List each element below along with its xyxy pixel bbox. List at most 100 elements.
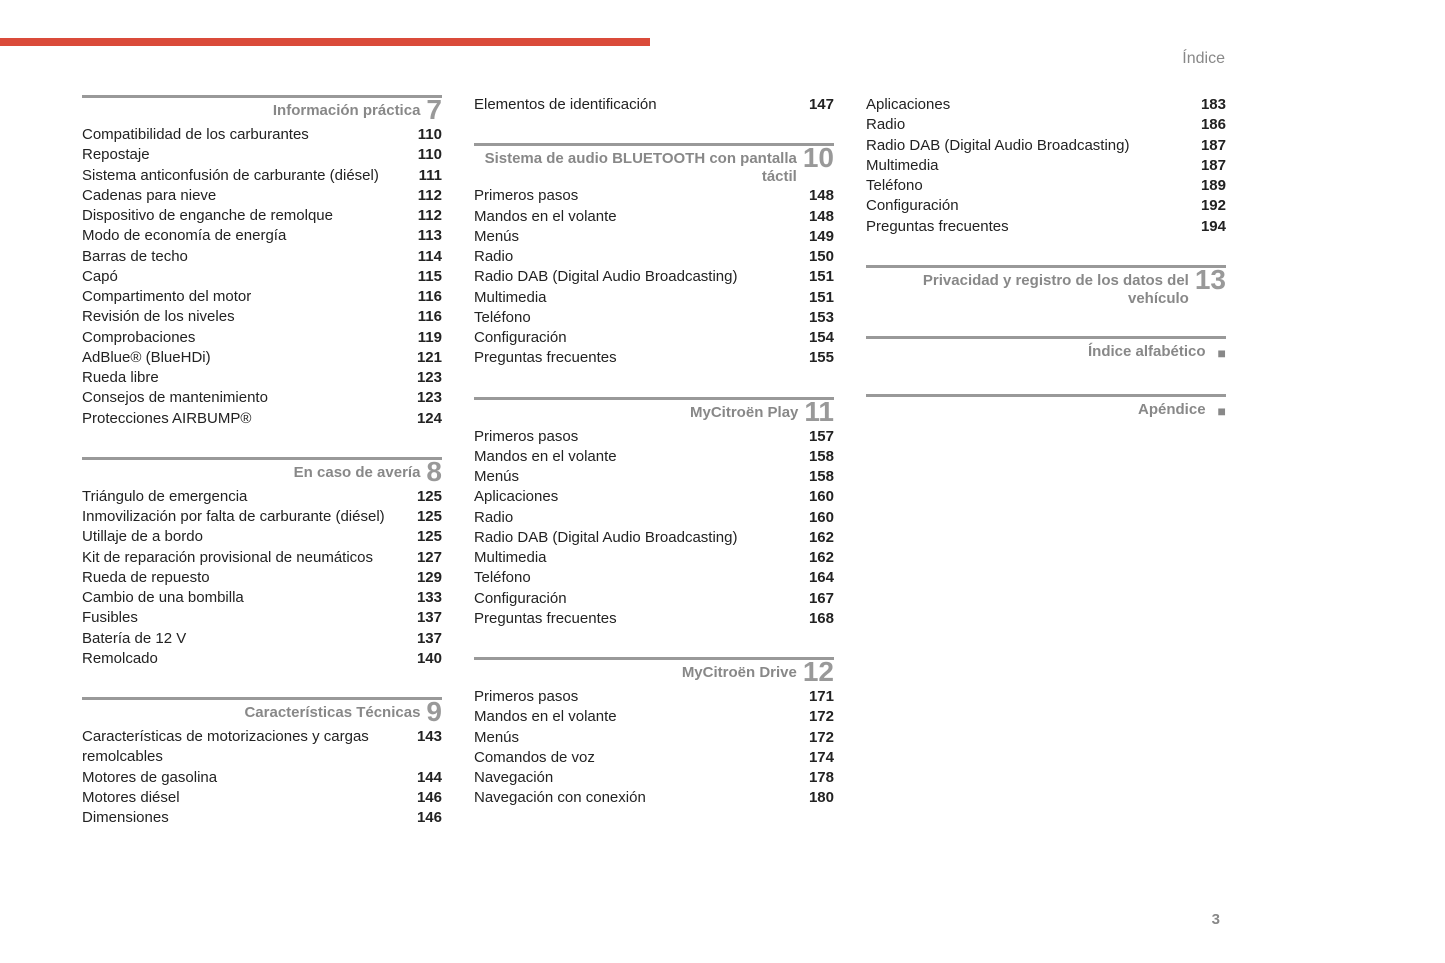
toc-entry[interactable]: Motores de gasolina144	[82, 768, 442, 788]
entry-label: Preguntas frecuentes	[474, 609, 799, 629]
toc-entry[interactable]: Configuración154	[474, 328, 834, 348]
entry-page: 127	[407, 548, 442, 568]
toc-entry[interactable]: AdBlue® (BlueHDi)121	[82, 348, 442, 368]
toc-entry[interactable]: Radio DAB (Digital Audio Broadcasting)15…	[474, 267, 834, 287]
toc-entry[interactable]: Dispositivo de enganche de remolque112	[82, 206, 442, 226]
entry-label: Menús	[474, 227, 799, 247]
entry-page: 162	[799, 528, 834, 548]
toc-entry[interactable]: Preguntas frecuentes168	[474, 609, 834, 629]
entry-label: Primeros pasos	[474, 186, 799, 206]
section-title: Apéndice	[1138, 401, 1212, 419]
toc-entry[interactable]: Remolcado140	[82, 649, 442, 669]
entry-label: Multimedia	[866, 156, 1191, 176]
entry-page: 116	[407, 287, 442, 307]
section-title: MyCitroën Play	[690, 404, 804, 422]
toc-entry[interactable]: Comandos de voz174	[474, 748, 834, 768]
toc-entry[interactable]: Menús158	[474, 467, 834, 487]
toc-entry[interactable]: Barras de techo114	[82, 247, 442, 267]
entry-label: Dimensiones	[82, 808, 407, 828]
toc-entry[interactable]: Triángulo de emergencia125	[82, 487, 442, 507]
entry-label: Aplicaciones	[866, 95, 1191, 115]
toc-entry[interactable]: Cadenas para nieve112	[82, 186, 442, 206]
toc-entry[interactable]: Primeros pasos148	[474, 186, 834, 206]
entry-label: Cadenas para nieve	[82, 186, 407, 206]
toc-entry[interactable]: Navegación con conexión180	[474, 788, 834, 808]
toc-entry[interactable]: Capó115	[82, 267, 442, 287]
toc-entry[interactable]: Configuración192	[866, 196, 1226, 216]
toc-entry[interactable]: Preguntas frecuentes155	[474, 348, 834, 368]
entry-page: 183	[1191, 95, 1226, 115]
toc-entry[interactable]: Multimedia151	[474, 288, 834, 308]
entry-label: Radio	[474, 247, 799, 267]
toc-entry[interactable]: Radio160	[474, 508, 834, 528]
entry-label: Configuración	[474, 589, 799, 609]
toc-entry[interactable]: Repostaje110	[82, 145, 442, 165]
entry-label: Revisión de los niveles	[82, 307, 407, 327]
entry-page: 146	[407, 788, 442, 808]
toc-entry[interactable]: Inmovilización por falta de carburante (…	[82, 507, 442, 527]
toc-entry[interactable]: Configuración167	[474, 589, 834, 609]
entry-label: Teléfono	[474, 568, 799, 588]
entry-label: Barras de techo	[82, 247, 407, 267]
entry-label: Utillaje de a bordo	[82, 527, 407, 547]
toc-entry[interactable]: Radio186	[866, 115, 1226, 135]
toc-entry[interactable]: Compatibilidad de los carburantes110	[82, 125, 442, 145]
toc-entry[interactable]: Navegación178	[474, 768, 834, 788]
toc-section: Elementos de identificación147	[474, 95, 834, 115]
toc-section: Apéndice■	[866, 394, 1226, 424]
toc-entry[interactable]: Menús149	[474, 227, 834, 247]
toc-entry[interactable]: Cambio de una bombilla133	[82, 588, 442, 608]
toc-entry[interactable]: Mandos en el volante172	[474, 707, 834, 727]
toc-entry[interactable]: Radio DAB (Digital Audio Broadcasting)16…	[474, 528, 834, 548]
toc-entry[interactable]: Consejos de mantenimiento123	[82, 388, 442, 408]
entry-label: Motores de gasolina	[82, 768, 407, 788]
toc-entry[interactable]: Aplicaciones183	[866, 95, 1226, 115]
toc-entry[interactable]: Motores diésel146	[82, 788, 442, 808]
entry-label: Aplicaciones	[474, 487, 799, 507]
toc-entry[interactable]: Rueda de repuesto129	[82, 568, 442, 588]
entry-page: 115	[407, 267, 442, 287]
toc-entry[interactable]: Fusibles137	[82, 608, 442, 628]
section-number: 12	[803, 660, 834, 684]
toc-entry[interactable]: Mandos en el volante148	[474, 207, 834, 227]
entry-page: 110	[407, 125, 442, 145]
entry-label: Menús	[474, 467, 799, 487]
toc-entry[interactable]: Batería de 12 V137	[82, 629, 442, 649]
toc-entry[interactable]: Sistema anticonfusión de carburante (dié…	[82, 166, 442, 186]
toc-entry[interactable]: Preguntas frecuentes194	[866, 217, 1226, 237]
toc-entry[interactable]: Multimedia187	[866, 156, 1226, 176]
entry-label: Multimedia	[474, 548, 799, 568]
section-title: Índice alfabético	[1088, 343, 1212, 361]
entry-label: Kit de reparación provisional de neumáti…	[82, 548, 407, 568]
toc-entry[interactable]: Radio150	[474, 247, 834, 267]
entry-label: Primeros pasos	[474, 687, 799, 707]
toc-entry[interactable]: Elementos de identificación147	[474, 95, 834, 115]
entry-label: Teléfono	[866, 176, 1191, 196]
section-title: MyCitroën Drive	[682, 664, 803, 682]
toc-entry[interactable]: Menús172	[474, 728, 834, 748]
toc-entry[interactable]: Multimedia162	[474, 548, 834, 568]
toc-section: Índice alfabético■	[866, 336, 1226, 366]
toc-entry[interactable]: Comprobaciones119	[82, 328, 442, 348]
toc-entry[interactable]: Rueda libre123	[82, 368, 442, 388]
section-header: Índice alfabético■	[866, 336, 1226, 366]
toc-entry[interactable]: Primeros pasos171	[474, 687, 834, 707]
toc-entry[interactable]: Radio DAB (Digital Audio Broadcasting)18…	[866, 136, 1226, 156]
section-header: Privacidad y registro de los datos del v…	[866, 265, 1226, 308]
toc-entry[interactable]: Dimensiones146	[82, 808, 442, 828]
toc-entry[interactable]: Mandos en el volante158	[474, 447, 834, 467]
toc-entry[interactable]: Teléfono164	[474, 568, 834, 588]
toc-entry[interactable]: Protecciones AIRBUMP®124	[82, 409, 442, 429]
toc-entry[interactable]: Aplicaciones160	[474, 487, 834, 507]
toc-entry[interactable]: Teléfono189	[866, 176, 1226, 196]
toc-entry[interactable]: Características de motorizaciones y carg…	[82, 727, 442, 768]
entry-label: Sistema anticonfusión de carburante (dié…	[82, 166, 407, 186]
toc-entry[interactable]: Revisión de los niveles116	[82, 307, 442, 327]
toc-entry[interactable]: Modo de economía de energía113	[82, 226, 442, 246]
toc-entry[interactable]: Primeros pasos157	[474, 427, 834, 447]
entry-page: 187	[1191, 136, 1226, 156]
toc-entry[interactable]: Kit de reparación provisional de neumáti…	[82, 548, 442, 568]
toc-entry[interactable]: Teléfono153	[474, 308, 834, 328]
toc-entry[interactable]: Utillaje de a bordo125	[82, 527, 442, 547]
toc-entry[interactable]: Compartimento del motor116	[82, 287, 442, 307]
